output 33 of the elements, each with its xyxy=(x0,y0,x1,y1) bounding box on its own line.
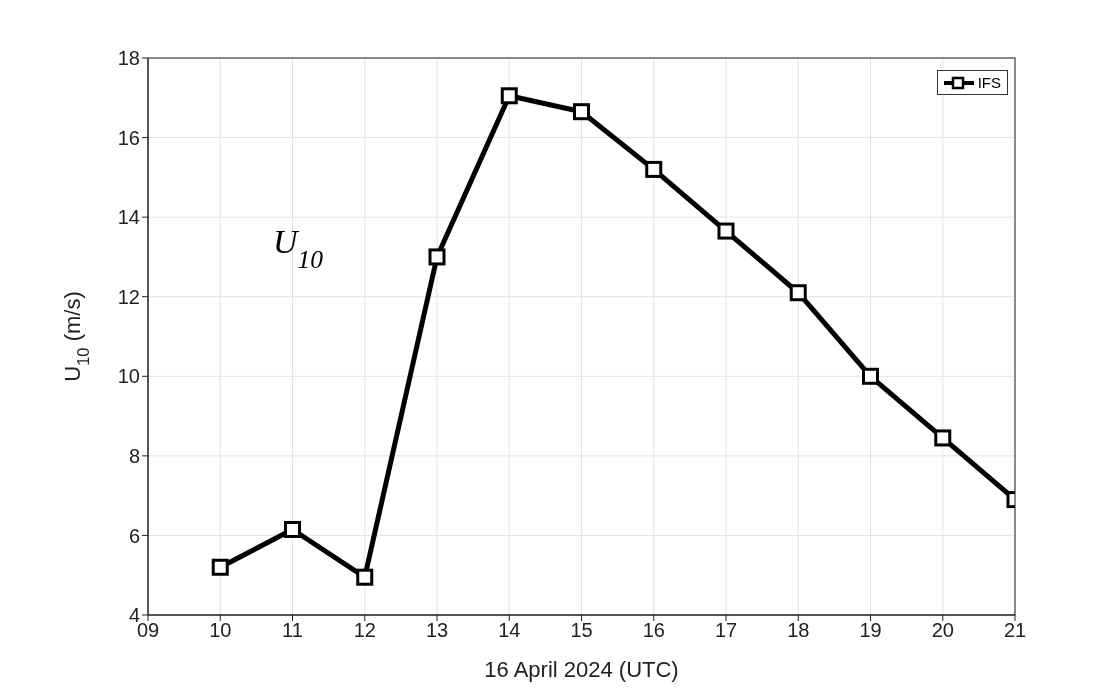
point xyxy=(862,367,879,385)
x-tick-label: 19 xyxy=(859,619,882,642)
x-tick-label: 10 xyxy=(209,619,232,642)
point xyxy=(284,520,301,538)
point xyxy=(789,284,807,302)
x-tick-label: 20 xyxy=(931,619,954,642)
y-tick-label: 12 xyxy=(117,285,140,308)
x-tick-label: 13 xyxy=(425,619,449,642)
annotation: U$_{10}$ xyxy=(273,223,324,274)
x-tick-label: 21 xyxy=(1003,619,1027,642)
y-tick-label: 10 xyxy=(117,365,140,388)
x-axis-title: 16 April 2024 (UTC) xyxy=(484,657,679,682)
legend-label: IFS xyxy=(977,74,1001,91)
x-tick-label: 11 xyxy=(282,619,303,642)
y-tick-label: 18 xyxy=(117,47,140,70)
y-tick-label: 8 xyxy=(128,444,140,467)
point xyxy=(356,568,374,586)
point xyxy=(500,87,518,105)
x-tick-label: 16 xyxy=(642,619,665,642)
y-tick-label: 14 xyxy=(117,206,140,229)
point xyxy=(717,222,735,240)
x-tick-label: 15 xyxy=(570,619,593,642)
x-tick-label: 17 xyxy=(714,619,738,642)
point xyxy=(934,429,952,447)
x-tick-label: 18 xyxy=(787,619,810,642)
y-tick-label: 16 xyxy=(117,126,140,149)
x-tick-label: 12 xyxy=(353,619,376,642)
point xyxy=(428,248,446,266)
point xyxy=(645,160,663,178)
y-tick-label: 6 xyxy=(128,524,140,547)
point xyxy=(573,103,590,121)
point xyxy=(211,558,229,576)
x-tick-label: 14 xyxy=(498,619,521,642)
